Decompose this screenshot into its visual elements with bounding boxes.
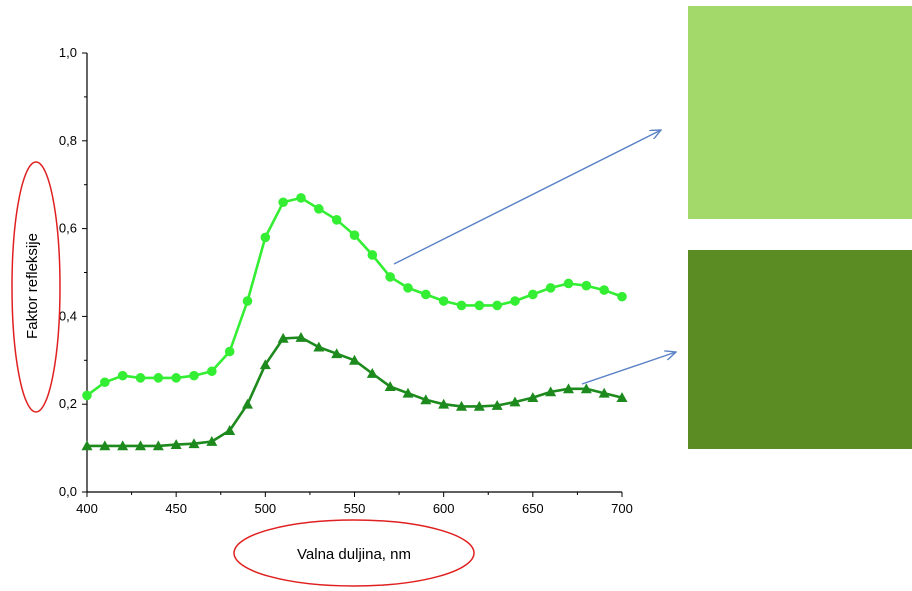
x-tick-label: 650 xyxy=(522,501,544,516)
series-2-point xyxy=(277,332,289,343)
x-tick-label: 500 xyxy=(254,501,276,516)
series-2-line xyxy=(87,336,623,448)
series-1-point xyxy=(260,232,271,243)
series-1-point xyxy=(581,280,592,291)
series-2-point xyxy=(295,331,307,342)
series-1-point xyxy=(153,373,164,383)
series-1-point xyxy=(349,230,360,240)
light-green-swatch xyxy=(688,6,912,219)
y-tick-label: 0,4 xyxy=(59,308,77,323)
series-1-point xyxy=(296,193,306,203)
dark-green-swatch xyxy=(688,250,912,449)
x-axis-title: Valna duljina, nm xyxy=(297,546,411,563)
y-tick-label: 0,0 xyxy=(59,484,77,499)
series-2-point xyxy=(563,383,574,394)
series-1-point xyxy=(492,300,502,311)
arrow-to-light-swatch xyxy=(393,130,661,265)
series-1-point xyxy=(117,370,128,381)
series-2-point xyxy=(117,440,129,451)
series-1-point xyxy=(438,296,449,306)
series-1-point xyxy=(100,377,110,388)
y-tick-label: 1,0 xyxy=(59,45,77,60)
arrow-to-dark-swatch xyxy=(581,352,676,385)
x-tick-label: 450 xyxy=(165,501,187,516)
series-2-point xyxy=(438,398,450,409)
series-1-point xyxy=(207,366,217,377)
axes xyxy=(86,53,622,493)
y-axis-title: Faktor refleksije xyxy=(24,233,41,339)
series-2 xyxy=(81,331,628,451)
series-1-point xyxy=(545,283,556,293)
series-2-point xyxy=(224,425,236,435)
series-2-point xyxy=(509,396,521,407)
x-tick-label: 400 xyxy=(76,501,98,516)
series-1-point xyxy=(189,370,199,381)
series-2-point xyxy=(402,387,414,398)
series-1-point xyxy=(331,215,342,225)
series-2-point xyxy=(170,439,182,449)
tick-labels: 400 450 500 550 600 650 700 0,0 0,2 0,4 0,6 0,8 1,0 xyxy=(59,45,633,516)
series-2-point xyxy=(366,367,378,378)
series-2-point xyxy=(545,386,557,397)
series-2-point xyxy=(206,436,218,446)
series-2-point xyxy=(473,400,485,411)
series-1-point xyxy=(278,197,288,208)
series-1-point xyxy=(474,300,485,311)
series-2-point xyxy=(598,387,610,398)
series-1-point xyxy=(456,300,467,311)
x-tick-label: 550 xyxy=(344,501,366,516)
series-2-point xyxy=(259,359,271,370)
series-2-point xyxy=(188,438,200,449)
series-1-point xyxy=(599,285,609,295)
series-1-point xyxy=(82,390,92,401)
series-2-point xyxy=(384,381,396,392)
ylabel-highlight-ellipse xyxy=(11,161,61,413)
series-2-point xyxy=(420,394,432,405)
series-2-point xyxy=(616,392,628,403)
series-1-point xyxy=(563,278,574,289)
series-2-point xyxy=(349,354,360,365)
y-tick-label: 0,6 xyxy=(59,221,77,236)
series-1 xyxy=(82,193,627,401)
y-tick-label: 0,2 xyxy=(59,396,77,411)
ticks xyxy=(82,52,623,497)
series-2-point xyxy=(313,341,325,352)
series-1-point xyxy=(135,373,146,383)
series-1-point xyxy=(421,289,431,300)
series-2-point xyxy=(99,440,111,451)
series-2-point xyxy=(135,440,146,451)
series-layer xyxy=(81,193,628,451)
series-2-point xyxy=(580,383,592,394)
series-1-point xyxy=(528,289,538,300)
series-1-line xyxy=(86,196,623,397)
x-tick-label: 600 xyxy=(433,501,455,516)
series-2-point xyxy=(242,398,253,409)
series-2-point xyxy=(491,400,503,410)
xlabel-highlight-ellipse xyxy=(233,519,475,587)
x-tick-label: 700 xyxy=(611,501,633,516)
series-1-point xyxy=(314,204,324,214)
y-tick-label: 0,8 xyxy=(59,133,77,148)
series-1-point xyxy=(242,296,253,306)
series-2-point xyxy=(331,348,343,359)
series-1-point xyxy=(385,272,395,282)
series-2-point xyxy=(527,392,539,403)
series-1-point xyxy=(510,296,520,306)
series-1-point xyxy=(403,283,413,293)
series-2-point xyxy=(81,440,93,451)
series-2-point xyxy=(152,440,164,451)
series-2-point xyxy=(456,400,467,411)
series-1-point xyxy=(171,373,181,383)
series-1-point xyxy=(224,346,235,357)
series-1-point xyxy=(367,250,378,260)
series-1-point xyxy=(617,291,627,302)
